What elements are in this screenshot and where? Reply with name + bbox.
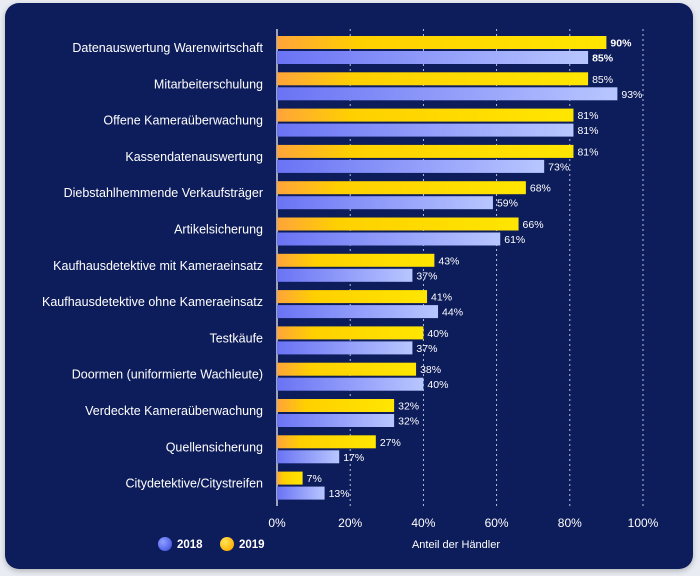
- category-label: Kassendatenauswertung: [125, 150, 263, 164]
- labels-group: Datenauswertung Warenwirtschaft 90% 85% Mit…: [42, 38, 642, 501]
- data-label-2019: 81%: [577, 110, 598, 122]
- data-label-2018: 37%: [416, 270, 437, 282]
- gridlines: [276, 29, 644, 506]
- bar-2018: [277, 486, 325, 500]
- data-label-2018: 61%: [504, 234, 525, 246]
- bar-2018: [277, 196, 493, 210]
- x-tick-label: 20%: [338, 516, 362, 530]
- bar-2019: [277, 362, 417, 376]
- legend-marker-2018: [158, 537, 172, 551]
- data-label-2018: 85%: [592, 53, 614, 65]
- data-label-2018: 44%: [442, 307, 463, 319]
- legend-label-2019: 2019: [239, 539, 265, 551]
- data-label-2019: 40%: [427, 328, 448, 340]
- bar-2018: [277, 123, 574, 137]
- x-axis-title: Anteil der Händler: [412, 539, 500, 551]
- x-tick-label: 40%: [411, 516, 435, 530]
- x-tick-label: 60%: [485, 516, 509, 530]
- bars-group: [277, 36, 618, 500]
- data-label-2019: 7%: [307, 473, 322, 485]
- category-label: Doormen (uniformierte Wachleute): [72, 368, 263, 382]
- legend-marker-2019: [220, 537, 234, 551]
- bar-2019: [277, 36, 607, 49]
- bar-2019: [277, 435, 376, 449]
- bar-2018: [277, 305, 439, 319]
- x-tick-label: 80%: [558, 516, 582, 530]
- bar-2018: [277, 450, 340, 464]
- data-label-2018: 93%: [621, 89, 642, 101]
- bar-chart: Datenauswertung Warenwirtschaft 90% 85% Mit…: [42, 29, 659, 551]
- data-label-2018: 32%: [398, 416, 419, 428]
- bar-2018: [277, 51, 589, 64]
- data-label-2019: 43%: [438, 255, 459, 267]
- category-label: Mitarbeiterschulung: [154, 77, 263, 91]
- bar-2019: [277, 144, 574, 158]
- data-label-2019: 66%: [523, 219, 544, 231]
- bar-2019: [277, 399, 395, 412]
- bar-2019: [277, 108, 574, 122]
- data-label-2019: 41%: [431, 292, 452, 304]
- bar-2018: [277, 414, 395, 427]
- category-label: Datenauswertung Warenwirtschaft: [72, 41, 263, 55]
- x-axis-ticks: 0% 20% 40% 60% 80% 100%: [268, 516, 658, 530]
- data-label-2018: 81%: [577, 125, 598, 137]
- bar-2019: [277, 290, 428, 304]
- bar-2019: [277, 326, 424, 340]
- data-label-2019: 32%: [398, 401, 419, 413]
- bar-2018: [277, 87, 618, 101]
- category-label: Verdeckte Kameraüberwachung: [85, 404, 263, 418]
- data-label-2018: 17%: [343, 452, 364, 464]
- category-label: Diebstahlhemmende Verkaufsträger: [64, 186, 263, 200]
- data-label-2018: 37%: [416, 343, 437, 355]
- data-label-2019: 68%: [530, 183, 551, 195]
- category-label: Kaufhausdetektive mit Kameraeinsatz: [53, 259, 263, 273]
- bar-2018: [277, 159, 545, 173]
- category-label: Offene Kameraüberwachung: [103, 114, 263, 128]
- bar-2019: [277, 471, 303, 485]
- category-label: Testkäufe: [209, 331, 263, 345]
- data-label-2019: 27%: [380, 437, 401, 449]
- data-label-2019: 90%: [610, 38, 632, 50]
- bar-2018: [277, 232, 501, 246]
- data-label-2018: 40%: [427, 379, 448, 391]
- data-label-2018: 59%: [497, 198, 518, 210]
- legend-label-2018: 2018: [177, 539, 203, 551]
- category-label: Artikelsicherung: [174, 223, 263, 237]
- category-label: Citydetektive/Citystreifen: [125, 477, 263, 491]
- bar-2019: [277, 217, 519, 231]
- bar-2018: [277, 268, 413, 282]
- x-tick-label: 100%: [628, 516, 659, 530]
- data-label-2019: 38%: [420, 364, 441, 376]
- bar-2018: [277, 341, 413, 355]
- bar-2018: [277, 377, 424, 391]
- data-label-2018: 73%: [548, 161, 569, 173]
- legend: 2018 2019: [158, 537, 265, 551]
- bar-2019: [277, 253, 435, 267]
- category-label: Kaufhausdetektive ohne Kameraeinsatz: [42, 295, 263, 309]
- category-label: Quellensicherung: [166, 440, 263, 454]
- bar-2019: [277, 181, 526, 195]
- data-label-2018: 13%: [329, 488, 350, 500]
- data-label-2019: 81%: [577, 146, 598, 158]
- x-tick-label: 0%: [268, 516, 286, 530]
- data-label-2019: 85%: [592, 74, 613, 86]
- bar-2019: [277, 72, 589, 86]
- chart-card: Datenauswertung Warenwirtschaft 90% 85% Mit…: [5, 3, 693, 569]
